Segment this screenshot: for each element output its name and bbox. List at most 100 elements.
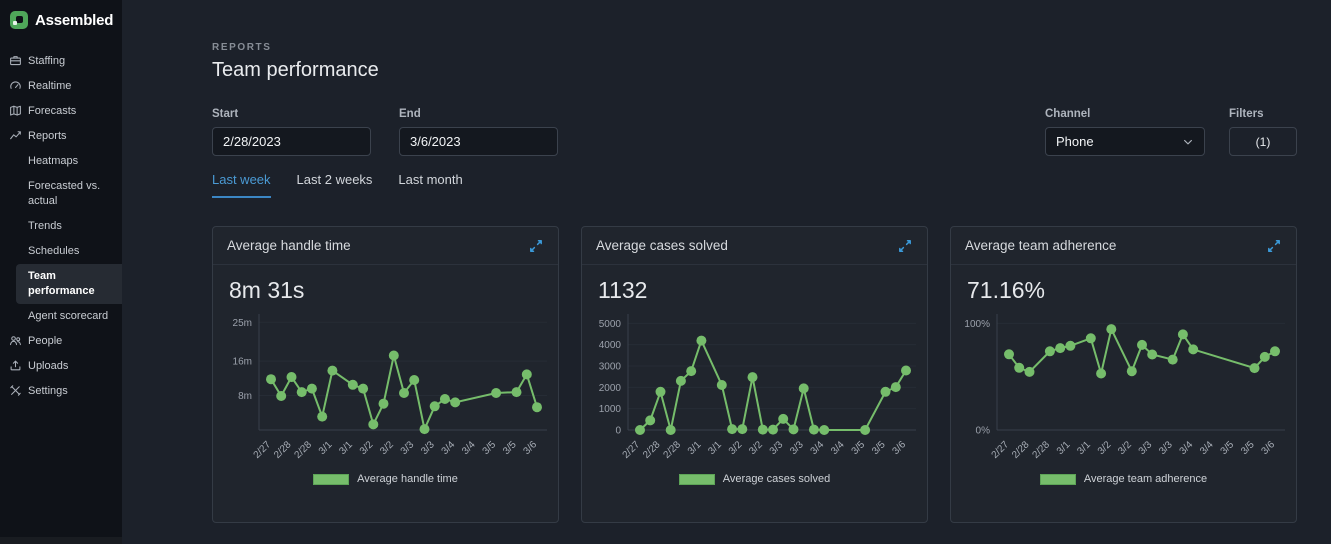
breadcrumb: REPORTS [212,42,1297,53]
svg-text:3/4: 3/4 [1198,439,1216,457]
svg-text:3/5: 3/5 [501,439,519,457]
svg-text:3/4: 3/4 [460,439,478,457]
end-date-input[interactable] [399,127,558,156]
svg-text:3/4: 3/4 [1178,439,1196,457]
svg-text:8m: 8m [238,391,252,402]
svg-text:2/28: 2/28 [272,439,294,461]
svg-text:2/27: 2/27 [990,439,1012,461]
sidebar-item-forecasted-vs-actual[interactable]: Forecasted vs. actual [0,174,122,214]
metric-value: 71.16% [967,277,1280,304]
main-area: REPORTS Team performance Start End Chann… [122,0,1331,544]
sidebar-item-label: Forecasted vs. actual [28,180,100,207]
sidebar-item-label: Settings [28,385,68,397]
cases-solved-chart: 0100020003000400050002/272/282/283/13/13… [582,306,927,472]
sidebar-item-heatmaps[interactable]: Heatmaps [0,149,122,174]
svg-text:4000: 4000 [599,340,622,351]
metric-cards: Average handle time 8m 31s 8m16m25m2/272… [212,226,1297,523]
svg-text:3/3: 3/3 [768,439,786,457]
legend-swatch [1040,474,1076,485]
legend-swatch [313,474,349,485]
expand-icon[interactable] [897,238,913,254]
chart-legend: Average cases solved [582,473,927,485]
card-title: Average team adherence [965,238,1116,253]
end-date-field-group: End [399,108,558,156]
metric-value: 1132 [598,277,911,304]
start-date-label: Start [212,108,371,120]
svg-text:2/28: 2/28 [1010,439,1032,461]
sidebar-item-reports[interactable]: Reports [0,124,122,149]
sidebar-nav: Staffing Realtime Forecasts Reports Heatmaps… [0,49,122,404]
average-handle-time-card: Average handle time 8m 31s 8m16m25m2/272… [212,226,559,523]
quick-link-last-2-weeks[interactable]: Last 2 weeks [297,172,373,198]
sidebar-item-label: Forecasts [28,105,76,117]
sidebar-item-label: Uploads [28,360,68,372]
svg-text:2/27: 2/27 [621,439,643,461]
svg-text:3/5: 3/5 [870,439,888,457]
sidebar-item-team-performance[interactable]: Team performance [16,264,122,304]
expand-icon[interactable] [528,238,544,254]
svg-text:3/5: 3/5 [1239,439,1257,457]
channel-label: Channel [1045,108,1205,120]
sidebar-item-trends[interactable]: Trends [0,214,122,239]
svg-text:3/2: 3/2 [727,439,745,457]
channel-selected-value: Phone [1056,134,1094,149]
svg-text:3/4: 3/4 [829,439,847,457]
expand-icon[interactable] [1266,238,1282,254]
sidebar-item-label: Agent scorecard [28,310,108,322]
start-date-field-group: Start [212,108,371,156]
handle-time-chart: 8m16m25m2/272/282/283/13/13/23/23/33/33/… [213,306,558,472]
svg-text:3/3: 3/3 [399,439,417,457]
realtime-icon [9,79,22,92]
svg-text:3/1: 3/1 [317,439,335,457]
filters-button[interactable]: (1) [1229,127,1297,156]
uploads-icon [9,359,22,372]
sidebar-item-uploads[interactable]: Uploads [0,354,122,379]
metric-value: 8m 31s [229,277,542,304]
card-title: Average cases solved [596,238,728,253]
quick-range-links: Last week Last 2 weeks Last month [212,172,1297,198]
team-adherence-chart: 0%100%2/272/282/283/13/13/23/23/33/33/43… [951,306,1296,472]
sidebar-item-settings[interactable]: Settings [0,379,122,404]
filters-count: (1) [1256,135,1271,149]
sidebar-item-schedules[interactable]: Schedules [0,239,122,264]
svg-text:100%: 100% [964,319,990,330]
svg-text:3/5: 3/5 [1219,439,1237,457]
chart-legend: Average team adherence [951,473,1296,485]
quick-link-last-week[interactable]: Last week [212,172,271,198]
svg-text:16m: 16m [233,357,252,368]
svg-text:0: 0 [615,426,621,437]
sidebar-item-forecasts[interactable]: Forecasts [0,99,122,124]
sidebar-item-label: Staffing [28,55,65,67]
chart-legend: Average handle time [213,473,558,485]
channel-select[interactable]: Phone [1045,127,1205,156]
staffing-icon [9,54,22,67]
quick-link-last-month[interactable]: Last month [398,172,462,198]
svg-text:3/5: 3/5 [481,439,499,457]
sidebar-item-realtime[interactable]: Realtime [0,74,122,99]
start-date-input[interactable] [212,127,371,156]
svg-text:3/1: 3/1 [706,439,724,457]
people-icon [9,334,22,347]
chevron-down-icon [1182,136,1194,148]
svg-text:3/1: 3/1 [337,439,355,457]
svg-text:0%: 0% [976,426,991,437]
channel-field-group: Channel Phone [1045,108,1205,156]
sidebar-item-agent-scorecard[interactable]: Agent scorecard [0,304,122,329]
sidebar: Assembled StaffingRealtimeForecastsRepor… [0,0,122,544]
svg-text:2/28: 2/28 [661,439,683,461]
filter-row: Start End Channel Phone Filters [212,108,1297,156]
svg-text:3/6: 3/6 [1260,439,1278,457]
svg-text:2/28: 2/28 [292,439,314,461]
svg-text:3/3: 3/3 [1137,439,1155,457]
svg-text:2/28: 2/28 [1030,439,1052,461]
legend-swatch [679,474,715,485]
svg-text:25m: 25m [233,318,252,329]
card-title: Average handle time [227,238,351,253]
svg-text:2/28: 2/28 [641,439,663,461]
svg-text:2000: 2000 [599,383,622,394]
sidebar-item-staffing[interactable]: Staffing [0,49,122,74]
svg-text:2/27: 2/27 [252,439,274,461]
svg-text:3/1: 3/1 [1055,439,1073,457]
sidebar-item-label: Reports [28,130,67,142]
sidebar-item-people[interactable]: People [0,329,122,354]
